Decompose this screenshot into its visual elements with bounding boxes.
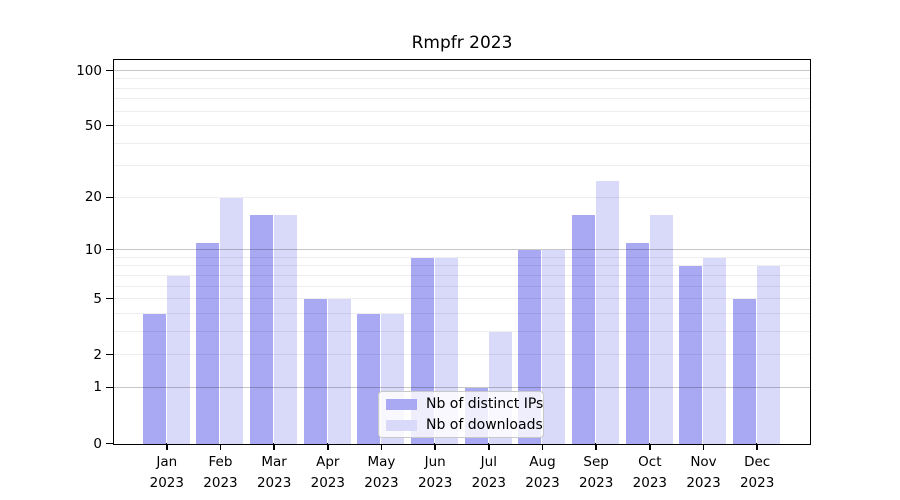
x-tick-label-feb: Feb 2023 (203, 454, 238, 491)
bar-distinct-ips-jan (142, 313, 166, 444)
gridline-major-10 (114, 249, 810, 251)
gridline-minor-5 (114, 298, 810, 300)
y-tick-50 (106, 124, 113, 127)
x-tick-label-dec: Dec 2023 (739, 454, 775, 491)
gridline-minor-8 (114, 265, 810, 267)
y-tick-2 (106, 353, 113, 356)
gridline-major-1 (114, 386, 810, 388)
chart-title: Rmpfr 2023 (411, 33, 513, 53)
x-tick-label-jun: Jun 2023 (417, 454, 453, 491)
x-tick-label-apr: Apr 2023 (310, 454, 345, 491)
x-tick-label-oct: Oct 2023 (632, 454, 667, 491)
y-tick-0 (106, 442, 113, 445)
gridline-minor-40 (114, 142, 810, 144)
plot-inner (114, 60, 810, 444)
y-tick-20 (106, 196, 113, 199)
x-tick-label-aug: Aug 2023 (525, 454, 560, 491)
y-tick-label-50: 50 (84, 117, 102, 134)
gridline-minor-9 (114, 256, 810, 258)
x-tick-label-nov: Nov 2023 (686, 454, 721, 491)
bar-downloads-feb (220, 197, 244, 444)
bar-downloads-aug (542, 250, 566, 444)
legend-label-distinct-ips: Nb of distinct IPs (426, 396, 544, 412)
legend-label-downloads: Nb of downloads (426, 417, 543, 433)
bar-distinct-ips-may (357, 313, 381, 444)
bar-downloads-oct (649, 215, 673, 444)
x-tick-label-sep: Sep 2023 (578, 454, 614, 491)
y-tick-100 (106, 69, 113, 72)
x-tick-may (380, 443, 383, 450)
legend: Nb of distinct IPs Nb of downloads (378, 391, 544, 438)
bar-downloads-jan (166, 275, 190, 444)
legend-swatch-downloads (386, 419, 417, 431)
x-tick-oct (649, 443, 651, 450)
gridline-minor-60 (114, 110, 810, 112)
gridline-minor-30 (114, 165, 810, 167)
y-tick-label-20: 20 (84, 189, 102, 206)
x-tick-aug (541, 443, 544, 450)
gridline-minor-4 (114, 312, 810, 314)
bar-distinct-ips-mar (250, 215, 274, 444)
x-tick-label-jan: Jan 2023 (149, 454, 184, 491)
legend-item-distinct-ips: Nb of distinct IPs (386, 396, 543, 412)
x-tick-mar (273, 443, 275, 450)
x-tick-label-mar: Mar 2023 (256, 454, 292, 491)
gridline-major-100 (114, 69, 810, 71)
y-tick-label-5: 5 (93, 290, 102, 307)
legend-item-downloads: Nb of downloads (386, 417, 543, 433)
y-tick-10 (106, 248, 113, 251)
y-tick-1 (106, 386, 113, 389)
bar-distinct-ips-sep (572, 215, 596, 444)
gridline-minor-6 (114, 285, 810, 287)
x-tick-jul (488, 443, 490, 450)
gridline-minor-2 (114, 354, 810, 356)
x-tick-sep (595, 443, 597, 450)
y-tick-5 (106, 297, 113, 300)
bar-distinct-ips-oct (625, 243, 649, 444)
x-tick-jan (166, 443, 168, 450)
bar-distinct-ips-dec (733, 299, 757, 444)
bar-downloads-nov (703, 257, 727, 444)
x-tick-feb (219, 443, 222, 450)
x-tick-label-jul: Jul 2023 (471, 454, 506, 491)
y-tick-label-100: 100 (76, 62, 102, 79)
bar-downloads-dec (757, 266, 781, 444)
gridline-minor-50 (114, 125, 810, 127)
x-tick-dec (756, 443, 758, 450)
bar-downloads-sep (596, 180, 620, 444)
bar-downloads-apr (327, 299, 351, 444)
plot-area (113, 59, 811, 445)
bar-distinct-ips-apr (303, 299, 327, 444)
gridline-minor-70 (114, 98, 810, 100)
bar-distinct-ips-nov (679, 266, 703, 444)
x-tick-jun (434, 443, 436, 450)
y-tick-label-10: 10 (84, 241, 102, 258)
y-tick-label-0: 0 (93, 435, 102, 452)
gridline-minor-7 (114, 274, 810, 276)
gridline-minor-3 (114, 330, 810, 332)
x-tick-nov (702, 443, 705, 450)
bar-downloads-mar (274, 215, 298, 444)
gridline-minor-90 (114, 78, 810, 80)
x-tick-apr (327, 443, 329, 450)
gridline-minor-20 (114, 196, 810, 198)
y-tick-label-1: 1 (93, 379, 102, 396)
y-tick-label-2: 2 (93, 346, 102, 363)
bar-distinct-ips-feb (196, 243, 220, 444)
gridline-minor-80 (114, 87, 810, 89)
x-tick-label-may: May 2023 (364, 454, 399, 491)
legend-swatch-distinct-ips (386, 398, 417, 410)
